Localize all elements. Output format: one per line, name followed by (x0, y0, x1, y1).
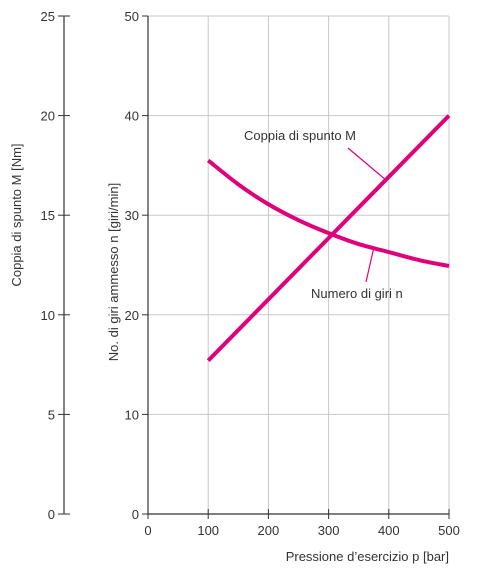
left-tick-label: 15 (41, 208, 55, 223)
right-tick-label: 40 (125, 109, 139, 124)
axes (63, 16, 449, 515)
x-tick-label: 100 (197, 523, 219, 538)
right-tick-label: 50 (125, 9, 139, 24)
x-tick-label: 500 (438, 523, 460, 538)
torque-annotation-label: Coppia di spunto M (244, 128, 356, 143)
x-axis-label: Pressione d’esercizio p [bar] (286, 549, 449, 564)
left-tick-label: 0 (48, 507, 55, 522)
right-tick-label: 10 (125, 407, 139, 422)
grid (148, 15, 450, 514)
left-axis-label: Coppia di spunto M [Nm] (9, 143, 24, 286)
left-tick-label: 10 (41, 308, 55, 323)
series-line-torque (206, 114, 451, 363)
left-tick-label: 20 (41, 109, 55, 124)
speed-annotation-label: Numero di giri n (311, 286, 403, 301)
right-tick-label: 20 (125, 308, 139, 323)
speed-annotation-leader (365, 247, 375, 283)
x-tick-label: 400 (378, 523, 400, 538)
right-axis-label: No. di giri ammesso n [giri/min] (106, 183, 121, 361)
x-tick-label: 200 (258, 523, 280, 538)
series-line-speed (206, 158, 450, 268)
right-axis-ticks: 0 10 20 30 40 50 (125, 9, 148, 522)
torque-annotation-leader (347, 147, 387, 181)
x-tick-label: 0 (144, 523, 151, 538)
left-axis-ticks: 0 5 10 15 20 25 (41, 9, 70, 522)
left-tick-label: 5 (48, 407, 55, 422)
right-tick-label: 0 (132, 507, 139, 522)
left-tick-label: 25 (41, 9, 55, 24)
x-tick-label: 300 (318, 523, 340, 538)
annotations: Coppia di spunto M Numero di giri n (244, 128, 403, 301)
x-axis-ticks: 0 100 200 300 400 500 (144, 509, 460, 538)
right-tick-label: 30 (125, 208, 139, 223)
series-lines (206, 114, 451, 363)
